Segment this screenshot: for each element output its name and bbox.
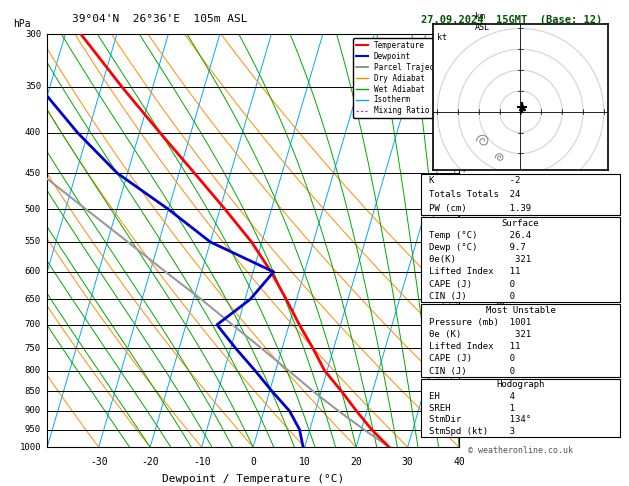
Text: 39°04'N  26°36'E  105m ASL: 39°04'N 26°36'E 105m ASL [72, 14, 248, 24]
Text: Pressure (mb)  1001: Pressure (mb) 1001 [430, 318, 532, 327]
Text: 5: 5 [461, 243, 467, 253]
Text: -20: -20 [142, 457, 159, 468]
Text: hPa: hPa [13, 19, 31, 29]
Text: 750: 750 [25, 344, 41, 353]
Text: Most Unstable: Most Unstable [486, 306, 555, 315]
Text: 1000: 1000 [19, 443, 41, 451]
Text: 850: 850 [25, 387, 41, 396]
Text: -30: -30 [90, 457, 108, 468]
Text: 800: 800 [25, 366, 41, 375]
Text: CIN (J)        0: CIN (J) 0 [430, 366, 515, 376]
Text: 700: 700 [25, 320, 41, 329]
Text: Dewpoint / Temperature (°C): Dewpoint / Temperature (°C) [162, 474, 344, 484]
Text: 950: 950 [25, 425, 41, 434]
Text: 550: 550 [25, 238, 41, 246]
Text: Mixing Ratio (g/kg): Mixing Ratio (g/kg) [496, 234, 505, 330]
Text: StmSpd (kt)    3: StmSpd (kt) 3 [430, 427, 515, 436]
Text: 3: 3 [461, 323, 467, 331]
Text: CAPE (J)       0: CAPE (J) 0 [430, 354, 515, 364]
Text: 500: 500 [25, 205, 41, 214]
Text: PW (cm)        1.39: PW (cm) 1.39 [430, 204, 532, 213]
Text: 400: 400 [25, 128, 41, 137]
Text: 10: 10 [299, 457, 311, 468]
Text: 30: 30 [402, 457, 413, 468]
Legend: Temperature, Dewpoint, Parcel Trajectory, Dry Adiabat, Wet Adiabat, Isotherm, Mi: Temperature, Dewpoint, Parcel Trajectory… [353, 38, 455, 119]
Text: 40: 40 [454, 457, 465, 468]
Text: 1: 1 [461, 410, 467, 418]
Text: θe (K)          321: θe (K) 321 [430, 330, 532, 339]
Text: 6: 6 [461, 204, 467, 213]
Text: Surface: Surface [502, 219, 539, 228]
Text: Totals Totals  24: Totals Totals 24 [430, 190, 521, 199]
Text: 20: 20 [350, 457, 362, 468]
Text: 27.09.2024  15GMT  (Base: 12): 27.09.2024 15GMT (Base: 12) [421, 15, 603, 25]
Text: km
ASL: km ASL [475, 12, 490, 32]
Text: EH             4: EH 4 [430, 392, 515, 401]
Text: Lifted Index   11: Lifted Index 11 [430, 267, 521, 277]
Text: θe(K)           321: θe(K) 321 [430, 255, 532, 264]
Text: 650: 650 [25, 295, 41, 304]
Text: K              -2: K -2 [430, 176, 521, 185]
Text: 2: 2 [461, 366, 467, 375]
Text: 7: 7 [461, 165, 467, 174]
Text: SREH           1: SREH 1 [430, 404, 515, 413]
Text: 0: 0 [250, 457, 256, 468]
Text: Dewp (°C)      9.7: Dewp (°C) 9.7 [430, 243, 526, 252]
Text: LCL: LCL [461, 366, 476, 375]
Text: 4: 4 [461, 283, 467, 292]
Text: CIN (J)        0: CIN (J) 0 [430, 292, 515, 301]
Text: © weatheronline.co.uk: © weatheronline.co.uk [468, 446, 573, 455]
Text: Hodograph: Hodograph [496, 381, 545, 389]
Text: kt: kt [437, 33, 447, 42]
Text: 450: 450 [25, 169, 41, 178]
Text: 8: 8 [461, 125, 467, 134]
Text: StmDir         134°: StmDir 134° [430, 416, 532, 424]
Text: Temp (°C)      26.4: Temp (°C) 26.4 [430, 231, 532, 240]
Text: -10: -10 [193, 457, 211, 468]
Text: CAPE (J)       0: CAPE (J) 0 [430, 279, 515, 289]
Text: Lifted Index   11: Lifted Index 11 [430, 342, 521, 351]
Text: 300: 300 [25, 30, 41, 38]
Text: 350: 350 [25, 83, 41, 91]
Text: 900: 900 [25, 406, 41, 416]
Text: 600: 600 [25, 267, 41, 277]
